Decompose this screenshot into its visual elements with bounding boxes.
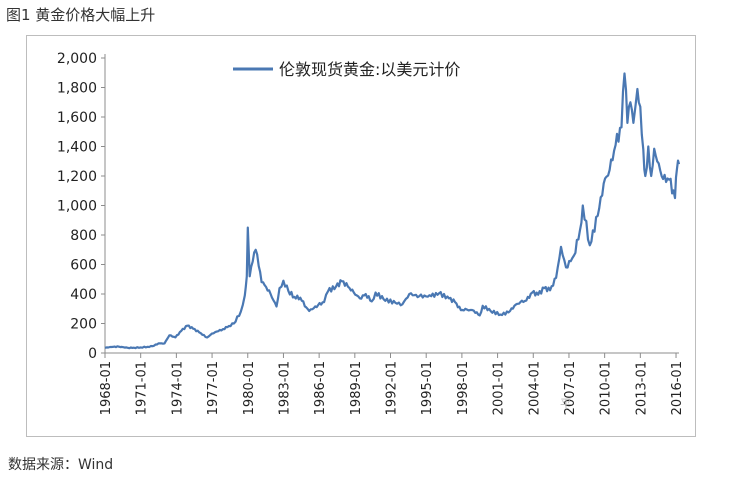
x-tick-label: 2016-01 xyxy=(670,361,685,415)
figure-title: 图1 黄金价格大幅上升 xyxy=(6,6,156,24)
x-tick-label: 1983-01 xyxy=(277,361,292,415)
x-tick-label: 2010-01 xyxy=(599,361,614,415)
x-tick-label: 2001-01 xyxy=(492,361,507,415)
y-tick-label: 0 xyxy=(88,346,97,362)
y-tick-label: 1,400 xyxy=(57,140,97,156)
y-tick-label: 600 xyxy=(70,258,97,274)
y-tick-label: 1,000 xyxy=(57,199,97,215)
watermark-text: 平 xyxy=(560,397,573,411)
x-tick-label: 1986-01 xyxy=(313,361,328,415)
y-tick-label: 1,600 xyxy=(57,110,97,126)
chart-frame: 0 200 400 600 800 1,000 1,200 1,400 1,600 1,800 2,… xyxy=(26,35,696,437)
x-tick-label: 1977-01 xyxy=(206,361,221,415)
x-tick-label: 1995-01 xyxy=(420,361,435,415)
y-axis: 0 200 400 600 800 1,000 1,200 1,400 1,600 1,800 2,… xyxy=(57,51,106,362)
y-tick-label: 200 xyxy=(70,317,97,333)
x-tick-label: 2013-01 xyxy=(634,361,649,415)
x-tick-label: 1971-01 xyxy=(135,361,150,415)
x-tick-label: 2004-01 xyxy=(527,361,542,415)
x-axis: 1968-01 1971-01 1974-01 1977-01 1980-01 1983-… xyxy=(99,352,685,415)
series-line-gold-price xyxy=(104,72,681,350)
legend-label: 伦敦现货黄金:以美元计价 xyxy=(279,60,460,79)
y-tick-label: 1,800 xyxy=(57,81,97,97)
series-layer xyxy=(104,72,681,350)
x-tick-label: 1989-01 xyxy=(349,361,364,415)
x-tick-label: 1998-01 xyxy=(456,361,471,415)
source-note: 数据来源：Wind xyxy=(8,457,114,473)
gold-price-chart: 0 200 400 600 800 1,000 1,200 1,400 1,600 1,800 2,… xyxy=(57,51,685,415)
x-tick-label: 2007-01 xyxy=(563,361,578,415)
y-tick-label: 800 xyxy=(70,228,97,244)
y-tick-label: 400 xyxy=(70,287,97,303)
legend: 伦敦现货黄金:以美元计价 xyxy=(233,60,460,79)
x-tick-label: 1968-01 xyxy=(99,361,114,415)
x-tick-label: 1992-01 xyxy=(385,361,400,415)
y-tick-label: 1,200 xyxy=(57,169,97,185)
y-tick-label: 2,000 xyxy=(57,51,97,67)
x-tick-label: 1974-01 xyxy=(170,361,185,415)
x-tick-label: 1980-01 xyxy=(242,361,257,415)
